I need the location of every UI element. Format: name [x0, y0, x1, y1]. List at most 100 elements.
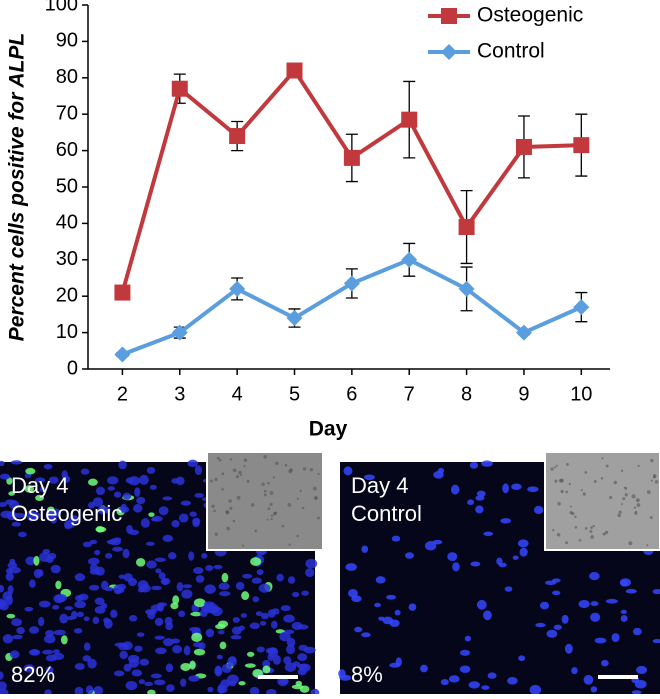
nucleus	[230, 635, 242, 640]
nucleus	[468, 681, 480, 689]
inset-speck	[221, 472, 225, 476]
nucleus	[250, 557, 262, 566]
nucleus	[632, 627, 642, 636]
nucleus	[88, 584, 100, 591]
nucleus	[0, 473, 11, 480]
nucleus	[605, 598, 618, 604]
inset-speck	[553, 466, 557, 469]
inset-speck	[584, 470, 588, 474]
nucleus	[279, 631, 291, 642]
nucleus	[128, 577, 138, 587]
nucleus	[76, 611, 84, 618]
nucleus	[354, 626, 363, 633]
inset-speck	[299, 489, 302, 493]
nucleus	[0, 584, 5, 593]
nucleus	[100, 602, 108, 609]
nucleus	[475, 505, 484, 514]
nucleus	[190, 611, 203, 617]
y-tick-label: 70	[56, 102, 78, 124]
nucleus	[128, 476, 141, 486]
nucleus	[87, 557, 100, 566]
nucleus	[178, 513, 189, 523]
inset-speck	[228, 499, 232, 503]
y-tick-label: 0	[67, 357, 78, 379]
nucleus	[39, 552, 51, 563]
nucleus	[590, 686, 598, 693]
nucleus	[552, 578, 561, 583]
nucleus	[219, 641, 227, 650]
inset-speck	[232, 519, 236, 523]
nucleus	[235, 581, 245, 591]
nucleus	[286, 637, 296, 647]
inset-speck	[584, 527, 588, 530]
nucleus	[50, 515, 58, 524]
nucleus	[74, 573, 86, 582]
inset-speck	[649, 516, 653, 519]
nucleus	[343, 466, 353, 476]
nucleus	[459, 649, 471, 656]
nucleus	[178, 610, 186, 618]
nucleus	[283, 656, 292, 665]
nucleus	[182, 584, 192, 589]
nucleus	[256, 569, 264, 576]
nucleus	[259, 620, 267, 626]
nucleus	[546, 629, 558, 638]
nucleus	[631, 690, 642, 695]
nucleus	[127, 654, 140, 663]
inset-speck	[589, 530, 593, 533]
panel-label: Osteogenic	[11, 501, 122, 526]
nucleus	[291, 621, 303, 631]
nucleus	[535, 622, 546, 628]
nucleus	[150, 673, 162, 679]
nucleus	[107, 476, 119, 485]
inset-image	[206, 451, 324, 551]
inset-speck	[263, 493, 267, 497]
nucleus	[361, 632, 371, 638]
nucleus	[363, 474, 375, 481]
nucleus	[348, 589, 358, 598]
inset-speck	[309, 467, 314, 472]
inset-speck	[267, 507, 271, 511]
nucleus	[138, 679, 146, 685]
marker	[515, 324, 532, 341]
y-tick-label: 40	[56, 212, 78, 234]
inset-speck	[635, 498, 640, 503]
inset-speck	[592, 524, 595, 528]
nucleus	[87, 478, 98, 486]
x-tick-label: 5	[289, 383, 300, 405]
nucleus	[218, 582, 230, 591]
inset-speck	[301, 506, 305, 510]
nucleus	[201, 552, 208, 559]
inset-speck	[270, 517, 273, 521]
nucleus	[134, 645, 143, 652]
nucleus	[181, 589, 193, 599]
nucleus	[652, 588, 660, 595]
inset-speck	[221, 488, 224, 491]
nucleus	[135, 557, 146, 567]
inset-speck	[213, 509, 216, 513]
nucleus	[73, 628, 83, 634]
nucleus	[134, 487, 141, 497]
nucleus	[305, 558, 318, 569]
nucleus	[155, 568, 162, 574]
nucleus	[203, 601, 215, 606]
inset-speck	[571, 511, 575, 516]
y-axis-label: Percent cells positive for ALPL	[6, 33, 29, 341]
nucleus	[149, 484, 157, 490]
nucleus	[339, 674, 352, 681]
nucleus	[74, 686, 84, 696]
nucleus	[252, 596, 260, 603]
nucleus	[221, 663, 232, 673]
inset-speck	[281, 524, 285, 528]
nucleus	[8, 491, 15, 496]
nucleus	[496, 557, 503, 565]
inset-speck	[211, 504, 215, 508]
nucleus	[262, 665, 271, 674]
nucleus	[42, 649, 54, 655]
nucleus	[144, 681, 153, 687]
y-tick-label: 20	[56, 284, 78, 306]
nucleus	[123, 663, 132, 672]
inset-speck	[263, 489, 267, 493]
inset-speck	[272, 511, 277, 516]
nucleus	[2, 634, 14, 644]
